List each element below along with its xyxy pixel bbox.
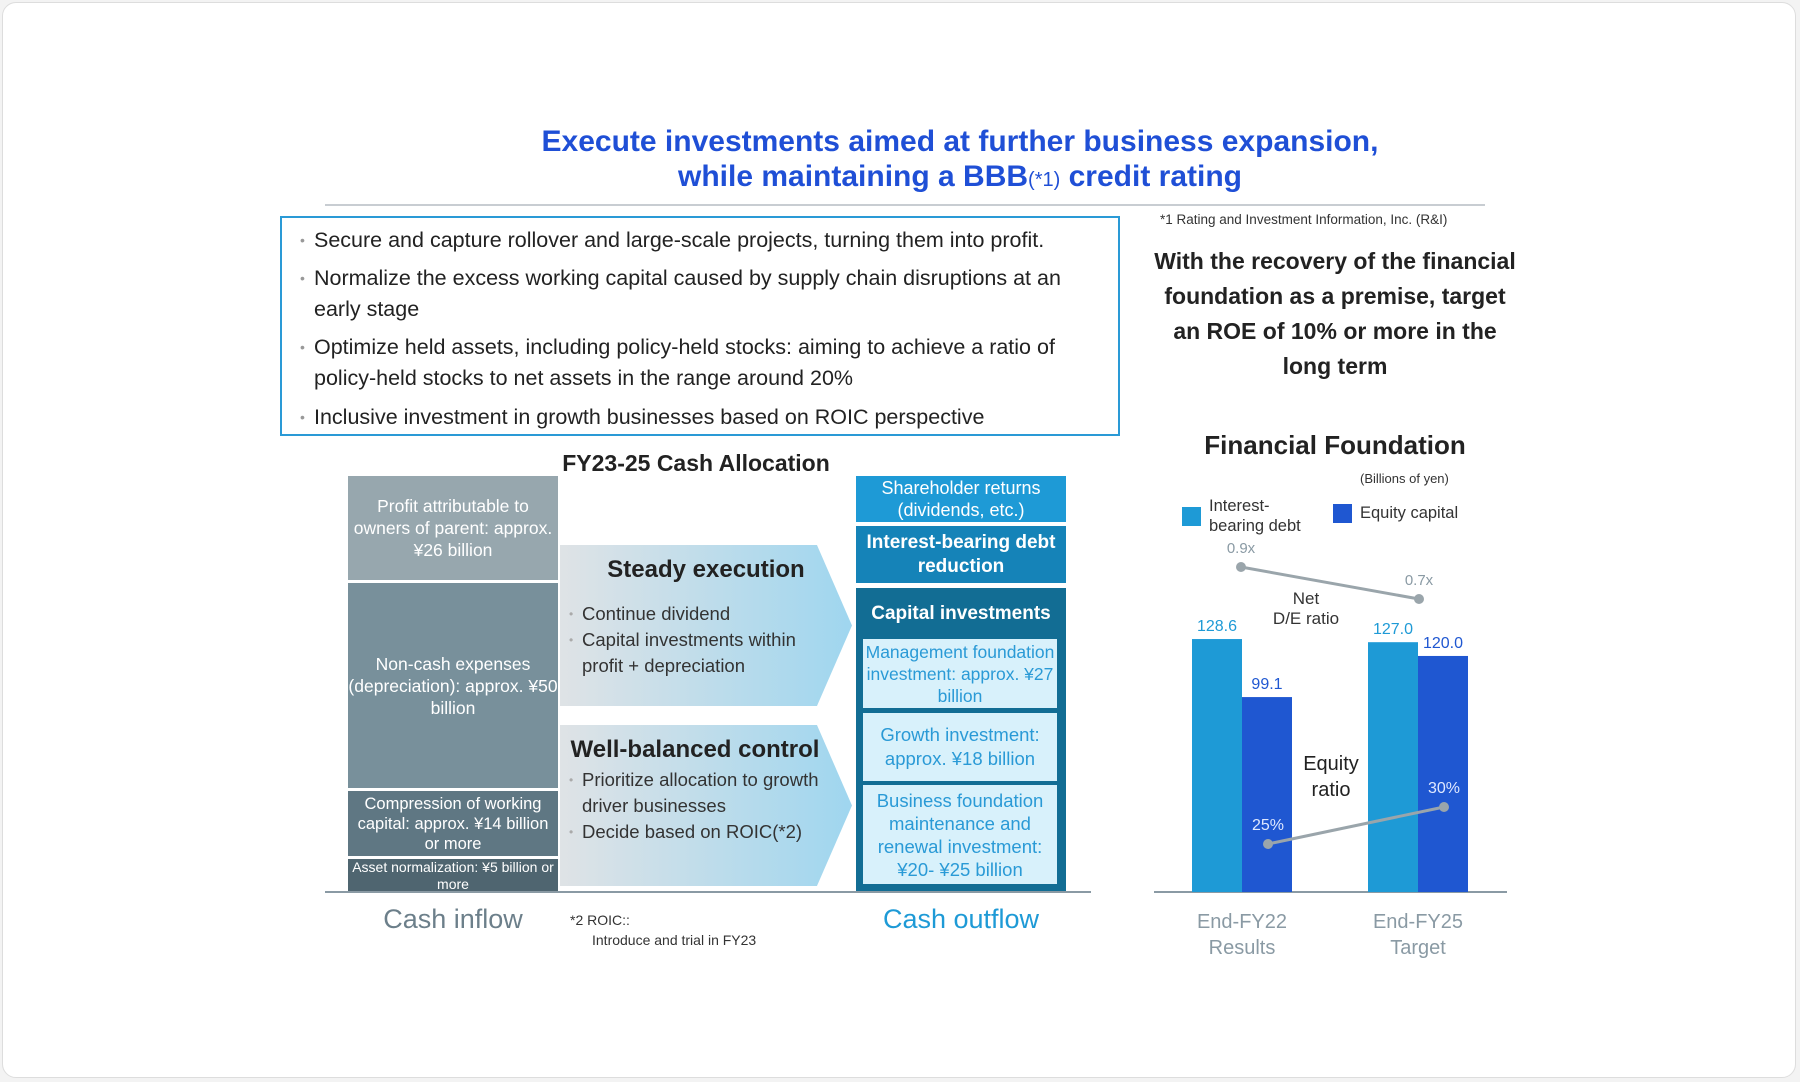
- inflow-working-capital: Compression of working capital: approx. …: [348, 791, 558, 856]
- x-tick-label: Target: [1390, 937, 1446, 959]
- balanced-item: Decide based on ROIC(*2): [569, 819, 840, 845]
- title-line-1: Execute investments aimed at further bus…: [541, 125, 1379, 158]
- capex-business-foundation: Business foundation maintenance and rene…: [863, 785, 1057, 884]
- balanced-item: Prioritize allocation to growth driver b…: [569, 767, 840, 819]
- legend-label-debt: Interest-bearing debt: [1209, 496, 1301, 536]
- net-de-title-a: Net: [1293, 589, 1320, 608]
- outflow-shareholder-returns: Shareholder returns (dividends, etc.): [856, 476, 1066, 522]
- equity-ratio-label: 25%: [1252, 817, 1284, 834]
- roic-footnote-b: Introduce and trial in FY23: [592, 932, 757, 948]
- cash-allocation-title: FY23-25 Cash Allocation: [562, 450, 830, 476]
- steady-execution-arrow: Steady execution Continue dividendCapita…: [560, 545, 852, 706]
- equity-ratio-title-a: Equity: [1303, 753, 1359, 775]
- legend-equity: Equity capital: [1333, 504, 1458, 523]
- policy-bullets-box: Secure and capture rollover and large-sc…: [280, 216, 1120, 436]
- bar-equity: [1418, 655, 1468, 892]
- title-divider: [325, 204, 1485, 206]
- net-de-label: 0.7x: [1405, 572, 1434, 589]
- title-line-2a: while maintaining a BBB: [678, 160, 1029, 193]
- roic-footnote-a: *2 ROIC::: [570, 912, 630, 928]
- x-tick-label: Results: [1209, 937, 1276, 959]
- net-de-title-b: D/E ratio: [1273, 609, 1339, 628]
- equity-ratio-point: [1439, 802, 1449, 812]
- bullet: Secure and capture rollover and large-sc…: [300, 224, 1106, 256]
- net-de-line: [1240, 565, 1420, 601]
- cash-allocation-baseline: [325, 891, 1091, 893]
- bar-value-label: 128.6: [1197, 618, 1237, 635]
- cash-outflow-label: Cash outflow: [882, 904, 1040, 934]
- well-balanced-arrow: Well-balanced control Prioritize allocat…: [560, 725, 852, 886]
- legend-swatch-debt: [1182, 507, 1201, 526]
- cash-inflow-label: Cash inflow: [383, 904, 523, 934]
- inflow-profit: Profit attributable to owners of parent:…: [348, 476, 558, 580]
- steady-execution-title: Steady execution: [607, 556, 805, 583]
- well-balanced-title: Well-balanced control: [570, 736, 820, 763]
- x-tick-label: End-FY25: [1373, 911, 1463, 933]
- capex-growth: Growth investment: approx. ¥18 billion: [863, 713, 1057, 781]
- equity-ratio-line: [1267, 805, 1445, 846]
- legend-debt-a: Interest-: [1209, 497, 1270, 515]
- roic-footnote: *2 ROIC:: Introduce and trial in FY23: [570, 910, 756, 950]
- legend-swatch-equity: [1333, 504, 1352, 523]
- inflow-depreciation: Non-cash expenses (depreciation): approx…: [348, 583, 558, 788]
- x-tick-label: End-FY22: [1197, 911, 1287, 933]
- inflow-asset-normalization: Asset normalization: ¥5 billion or more: [348, 859, 558, 891]
- net-de-point: [1414, 594, 1424, 604]
- bar-value-label: 120.0: [1423, 635, 1463, 652]
- bar-debt: [1192, 639, 1242, 892]
- net-de-point: [1236, 562, 1246, 572]
- bullet: Normalize the excess working capital cau…: [300, 263, 1106, 325]
- title-footnote-ref: (*1): [1028, 169, 1061, 191]
- chart-title: Financial Foundation: [1204, 430, 1466, 460]
- title-line-2b: credit rating: [1060, 160, 1242, 193]
- steady-item: Capital investments within profit + depr…: [569, 627, 810, 679]
- bar-equity: [1242, 697, 1292, 892]
- equity-ratio-label: 30%: [1428, 780, 1460, 797]
- net-de-label: 0.9x: [1227, 540, 1256, 557]
- slide-title: Execute investments aimed at further bus…: [380, 124, 1540, 198]
- roe-target-text: With the recovery of the financial found…: [1154, 248, 1516, 379]
- steady-item: Continue dividend: [569, 601, 810, 627]
- bar-value-label: 99.1: [1251, 676, 1282, 693]
- legend-debt: Interest-bearing debt: [1182, 496, 1301, 536]
- bullet: Optimize held assets, including policy-h…: [300, 332, 1106, 394]
- legend-debt-b: bearing debt: [1209, 517, 1301, 535]
- equity-ratio-point: [1263, 839, 1273, 849]
- outflow-debt-reduction: Interest-bearing debt reduction: [856, 526, 1066, 583]
- equity-ratio-title-b: ratio: [1312, 779, 1351, 801]
- chart-unit: (Billions of yen): [1360, 471, 1449, 486]
- footnote-1: *1 Rating and Investment Information, In…: [1160, 212, 1448, 227]
- bar-value-label: 127.0: [1373, 621, 1413, 638]
- bar-debt: [1368, 642, 1418, 892]
- bullet: Inclusive investment in growth businesse…: [300, 401, 1106, 433]
- capex-management-foundation: Management foundation investment: approx…: [863, 639, 1057, 708]
- legend-label-equity: Equity capital: [1360, 504, 1459, 522]
- title-line-2: while maintaining a BBB(*1) credit ratin…: [380, 159, 1540, 198]
